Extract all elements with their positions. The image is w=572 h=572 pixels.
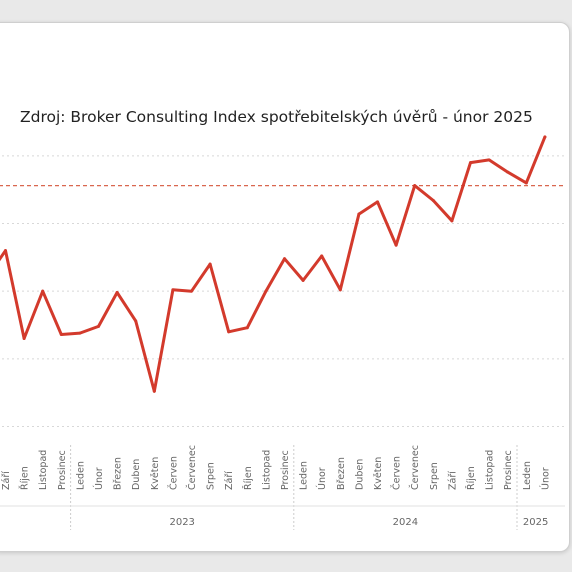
x-tick-label: Únor [539, 467, 551, 490]
data-point [543, 135, 547, 139]
data-point [413, 184, 417, 188]
data-point [320, 254, 324, 258]
data-point [227, 330, 231, 334]
x-tick-label: Prosinec [503, 450, 514, 490]
gridlines [0, 155, 565, 427]
x-tick-label: Srpen [429, 462, 440, 490]
x-tick-label: Listopad [261, 450, 272, 490]
x-tick-label: Duben [131, 459, 142, 490]
chart-card [0, 22, 570, 552]
x-tick-label: Duben [354, 459, 365, 490]
x-axis-labels: Září Říjen Listopad Prosinec Leden Únor Březen… [1, 445, 551, 490]
data-point [394, 243, 398, 247]
x-tick-label: Červen [167, 456, 179, 490]
data-point [376, 200, 379, 204]
data-point [190, 289, 193, 293]
data-point [152, 389, 156, 393]
x-tick-label: Srpen [206, 462, 217, 490]
x-tick-label: Říjen [243, 466, 254, 490]
x-tick-label: Prosinec [280, 450, 291, 490]
data-point [450, 219, 454, 223]
year-label: 2024 [393, 517, 418, 528]
year-label: 2025 [523, 517, 548, 528]
series-line [0, 135, 547, 393]
data-point [469, 161, 472, 165]
x-tick-label: Červen [391, 456, 403, 490]
x-tick-label: Červenec [409, 445, 421, 490]
data-points [4, 135, 547, 393]
year-labels: 2023 2024 2025 [0, 445, 565, 530]
x-tick-label: Květen [150, 457, 161, 490]
x-tick-label: Leden [522, 461, 533, 490]
x-tick-label: Září [447, 471, 458, 490]
x-tick-label: Březen [336, 457, 347, 490]
data-point [171, 288, 175, 292]
data-point [487, 158, 491, 162]
data-point [338, 288, 342, 292]
data-point [357, 212, 361, 216]
x-tick-label: Září [1, 471, 12, 490]
x-tick-label: Červenec [186, 445, 198, 490]
data-point [208, 262, 212, 266]
x-tick-label: Říjen [20, 466, 31, 490]
data-point [97, 324, 100, 328]
chart-title: Zdroj: Broker Consulting Index spotřebit… [20, 108, 533, 126]
data-point [506, 170, 510, 174]
x-tick-label: Květen [373, 457, 384, 490]
data-point [78, 331, 82, 335]
x-tick-label: Listopad [485, 450, 496, 490]
data-point [245, 326, 249, 330]
x-tick-label: Září [224, 471, 235, 490]
year-label: 2023 [169, 517, 194, 528]
data-point [115, 291, 119, 295]
data-point [134, 319, 138, 323]
x-tick-label: Únor [316, 467, 328, 490]
data-point [41, 289, 45, 293]
data-point [431, 199, 435, 203]
x-tick-label: Únor [93, 467, 105, 490]
data-point [524, 181, 528, 185]
data-point [59, 332, 63, 336]
x-tick-label: Březen [113, 457, 124, 490]
data-point [264, 289, 268, 293]
x-tick-label: Listopad [38, 450, 49, 490]
x-tick-label: Prosinec [57, 450, 68, 490]
data-point [301, 278, 305, 282]
data-point [283, 257, 286, 261]
x-tick-label: Leden [75, 461, 86, 490]
x-tick-label: Říjen [466, 466, 477, 490]
x-tick-label: Leden [299, 461, 310, 490]
data-point [4, 249, 7, 253]
data-point [22, 337, 26, 341]
